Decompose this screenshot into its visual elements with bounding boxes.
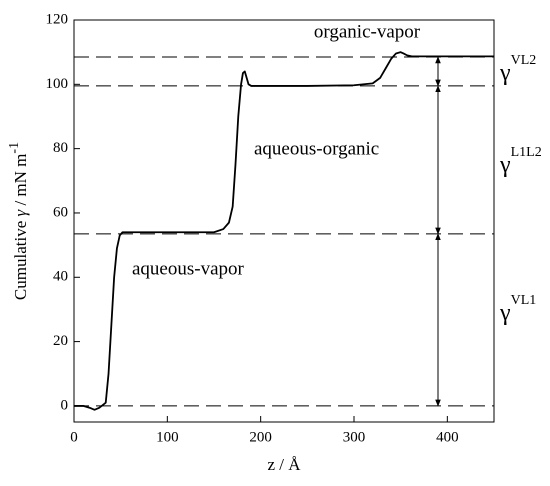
y-tick-label: 40 bbox=[53, 269, 68, 285]
y-label-unit: / mN m bbox=[11, 154, 30, 210]
side-symbol: γ bbox=[499, 152, 511, 178]
x-axis-label: z / Å bbox=[267, 455, 301, 474]
y-label-symbol: γ bbox=[11, 209, 30, 217]
side-symbol: γ bbox=[499, 60, 511, 86]
x-tick-label: 400 bbox=[436, 429, 459, 445]
y-tick-label: 60 bbox=[53, 204, 68, 220]
side-label: γL1L2 bbox=[499, 145, 542, 177]
annotation: organic-vapor bbox=[314, 21, 421, 42]
x-tick-label: 200 bbox=[249, 429, 272, 445]
y-axis-label: Cumulative γ / mN m-1 bbox=[7, 142, 30, 300]
x-tick-label: 0 bbox=[70, 429, 78, 445]
side-label: γVL1 bbox=[499, 293, 536, 325]
y-tick-label: 120 bbox=[46, 11, 69, 27]
y-tick-label: 20 bbox=[53, 333, 68, 349]
side-sup: L1L2 bbox=[511, 145, 542, 160]
x-tick-label: 100 bbox=[156, 429, 179, 445]
data-line bbox=[74, 51, 494, 411]
side-label: γVL2 bbox=[499, 53, 536, 85]
annotation: aqueous-organic bbox=[254, 138, 379, 159]
y-tick-label: 100 bbox=[46, 76, 69, 92]
side-sup: VL1 bbox=[511, 293, 537, 308]
y-tick-label: 0 bbox=[61, 397, 69, 413]
side-symbol: γ bbox=[499, 300, 511, 326]
plot-frame bbox=[73, 19, 495, 423]
y-tick-label: 80 bbox=[53, 140, 68, 156]
side-sup: VL2 bbox=[511, 53, 537, 68]
y-label-sup: -1 bbox=[7, 142, 22, 154]
annotation: aqueous-vapor bbox=[132, 258, 245, 279]
y-label-text: Cumulative bbox=[11, 217, 30, 301]
x-tick-label: 300 bbox=[343, 429, 366, 445]
